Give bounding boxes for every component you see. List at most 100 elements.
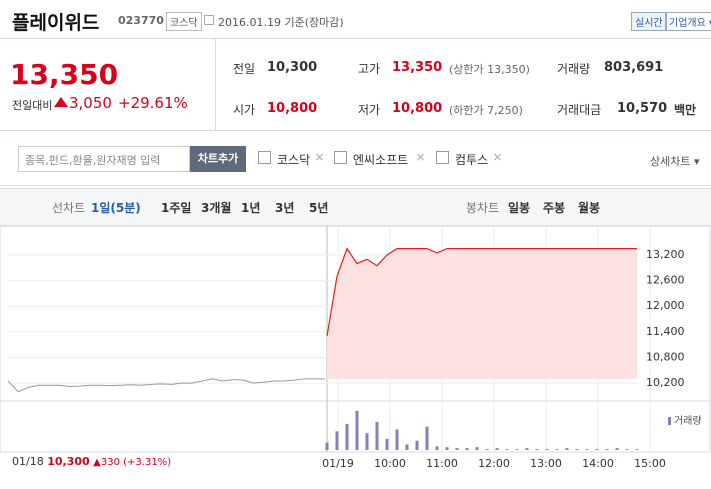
- volume-bar: [515, 449, 519, 450]
- change: 3,050: [69, 94, 112, 112]
- search-input[interactable]: 종목,펀드,환율,원자재명 입력: [18, 146, 190, 172]
- period-tab[interactable]: 3년: [275, 201, 295, 215]
- x-tick-label: 10:00: [374, 457, 406, 470]
- volume-bar: [375, 422, 379, 450]
- volume-bar: [615, 448, 619, 450]
- y-tick-label: 12,600: [646, 274, 685, 287]
- x-tick-label: 11:00: [426, 457, 458, 470]
- period-tab[interactable]: 1주일: [161, 201, 192, 215]
- stat-note: (하한가 7,250): [449, 104, 523, 117]
- y-tick-label: 10,800: [646, 350, 685, 363]
- chart-frame: [0, 226, 711, 453]
- volume-bar: [325, 442, 329, 450]
- volume-legend-swatch: [668, 417, 671, 425]
- checkbox[interactable]: [258, 151, 271, 164]
- stat-label: 시가: [233, 103, 256, 117]
- company-info-label: 기업개요: [669, 18, 706, 29]
- period-tab[interactable]: 1일(5분): [91, 201, 141, 215]
- period-tab[interactable]: 5년: [309, 201, 329, 215]
- stat-value: 13,350: [392, 60, 443, 75]
- volume-bar: [345, 423, 349, 450]
- quote-box: [0, 38, 711, 131]
- x-tick-label: 14:00: [582, 457, 614, 470]
- y-tick-label: 13,200: [646, 248, 685, 261]
- change-pct: +29.61%: [118, 94, 188, 112]
- market-badge: 코스닥: [166, 12, 202, 31]
- company-info-button[interactable]: 기업개요 ▾: [665, 12, 711, 31]
- stock-code: 023770: [118, 14, 164, 27]
- volume-bar: [335, 431, 339, 450]
- checkbox[interactable]: [436, 151, 449, 164]
- prev-date: 01/18: [12, 455, 44, 468]
- price-line: [326, 247, 637, 337]
- candle-tab[interactable]: 일봉: [508, 201, 531, 215]
- divider: [215, 38, 216, 131]
- volume-bar: [585, 449, 589, 450]
- prev-change-value: 330: [100, 457, 120, 468]
- volume-bar: [525, 448, 529, 450]
- remove-icon[interactable]: ×: [492, 150, 503, 164]
- period-tab[interactable]: 1년: [241, 201, 261, 215]
- detail-chart-link[interactable]: 상세차트 ▾: [650, 155, 700, 168]
- prev-day-line: [7, 378, 325, 393]
- x-tick-label: 12:00: [478, 457, 510, 470]
- calendar-icon: [204, 15, 214, 25]
- y-tick-label: 11,400: [646, 325, 685, 338]
- up-arrow: [54, 97, 68, 107]
- stat-unit: 백만: [674, 103, 697, 117]
- y-tick-label: 10,200: [646, 376, 685, 389]
- search-row: [0, 131, 711, 186]
- realtime-button[interactable]: 실시간: [631, 12, 667, 31]
- volume-bar: [395, 429, 399, 450]
- y-tick-label: 12,000: [646, 299, 685, 312]
- volume-bar: [385, 438, 389, 450]
- volume-bar: [635, 449, 639, 450]
- date: 2016.01.19 기준(장마감): [218, 16, 344, 29]
- stat-value: 10,300: [267, 60, 318, 75]
- checkbox[interactable]: [334, 151, 347, 164]
- stat-value: 10,570: [617, 101, 668, 116]
- prev-close: 10,300: [47, 455, 90, 468]
- candle-chart-label: 봉차트: [466, 201, 500, 215]
- stat-label: 거래량: [557, 62, 591, 76]
- volume-bar: [535, 449, 539, 450]
- prev-change: ▲330 (+3.31%): [93, 457, 172, 468]
- volume-bar: [435, 446, 439, 450]
- period-tab[interactable]: 3개월: [201, 201, 232, 215]
- volume-bar: [575, 449, 579, 450]
- volume-bar: [485, 449, 489, 450]
- price-area: [327, 248, 637, 379]
- volume-bar: [425, 426, 429, 450]
- prev-change-pct: (+3.31%): [123, 457, 172, 468]
- x-tick-label: 01/19: [322, 457, 354, 470]
- detail-chart-label: 상세차트: [650, 155, 691, 168]
- add-chart-button[interactable]: 차트추가: [190, 146, 246, 172]
- compare-item: 컴투스: [455, 153, 489, 167]
- remove-icon[interactable]: ×: [415, 150, 426, 164]
- candle-tab[interactable]: 주봉: [543, 201, 566, 215]
- volume-bar: [365, 433, 369, 450]
- volume-bar: [465, 448, 469, 450]
- candle-tab[interactable]: 월봉: [578, 201, 601, 215]
- compare-item: 코스닥: [277, 153, 311, 167]
- volume-bar: [625, 449, 629, 450]
- volume-bar: [445, 447, 449, 450]
- stat-value: 10,800: [392, 101, 443, 116]
- remove-icon[interactable]: ×: [314, 150, 325, 164]
- volume-bar: [565, 448, 569, 450]
- volume-bar: [415, 440, 419, 450]
- volume-bar: [545, 449, 549, 450]
- x-tick-label: 13:00: [530, 457, 562, 470]
- volume-bar: [495, 448, 499, 450]
- volume-bar: [505, 449, 509, 450]
- chart: 거래량 01/19 10:00 11:00 12:00 13:00 14:00 15:00 1…: [0, 226, 711, 470]
- stat-label: 고가: [358, 62, 381, 76]
- volume-bar: [455, 448, 459, 450]
- stat-value: 803,691: [604, 60, 664, 75]
- price: 13,350: [10, 58, 119, 91]
- volume-bar: [355, 410, 359, 450]
- volume-bar: [475, 447, 479, 450]
- prev-summary: 01/18 10,300 ▲330 (+3.31%): [12, 455, 171, 468]
- stat-label: 저가: [358, 103, 381, 117]
